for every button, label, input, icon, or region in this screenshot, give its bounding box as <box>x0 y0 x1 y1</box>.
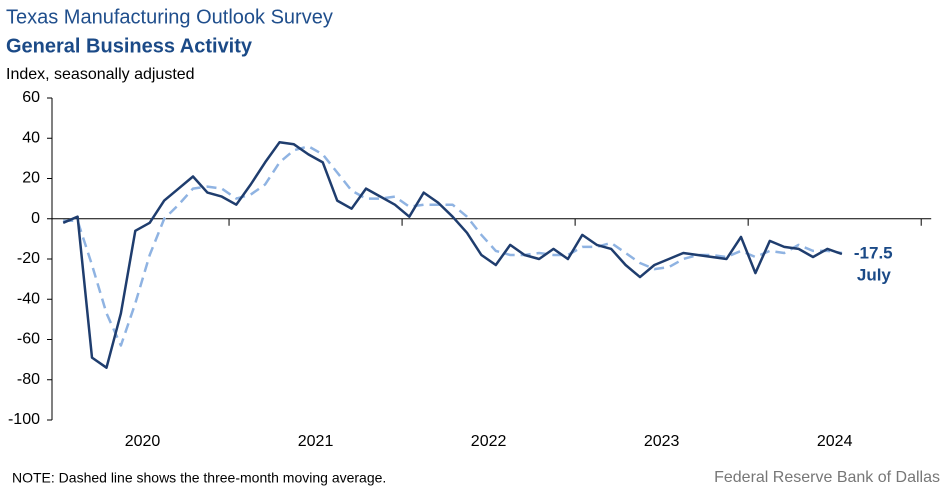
y-tick-label: 60 <box>22 89 40 106</box>
source: Federal Reserve Bank of Dallas <box>714 469 940 486</box>
note: NOTE: Dashed line shows the three-month … <box>12 470 386 486</box>
x-group-label: 2022 <box>471 433 507 450</box>
moving-average-line <box>63 145 843 347</box>
x-group-label: 2023 <box>644 433 680 450</box>
annotation-value: -17.5 <box>854 243 893 262</box>
chart-title: Texas Manufacturing Outlook Survey <box>6 6 333 28</box>
y-tick-label: 40 <box>22 129 40 146</box>
y-tick-label: -60 <box>17 331 40 348</box>
y-tick-label: -100 <box>8 411 40 428</box>
x-group-label: 2021 <box>298 433 334 450</box>
chart-subtitle: General Business Activity <box>6 35 253 57</box>
x-group-label: 2024 <box>817 433 853 450</box>
x-group-label: 2020 <box>125 433 161 450</box>
index-line <box>62 141 843 369</box>
y-tick-label: -80 <box>17 371 40 388</box>
y-axis-label: Index, seasonally adjusted <box>6 66 195 83</box>
annotation-month: July <box>857 265 892 284</box>
y-tick-label: 20 <box>22 170 40 187</box>
y-tick-label: -40 <box>17 290 40 307</box>
y-tick-label: -20 <box>17 250 40 267</box>
y-tick-label: 0 <box>31 210 40 227</box>
